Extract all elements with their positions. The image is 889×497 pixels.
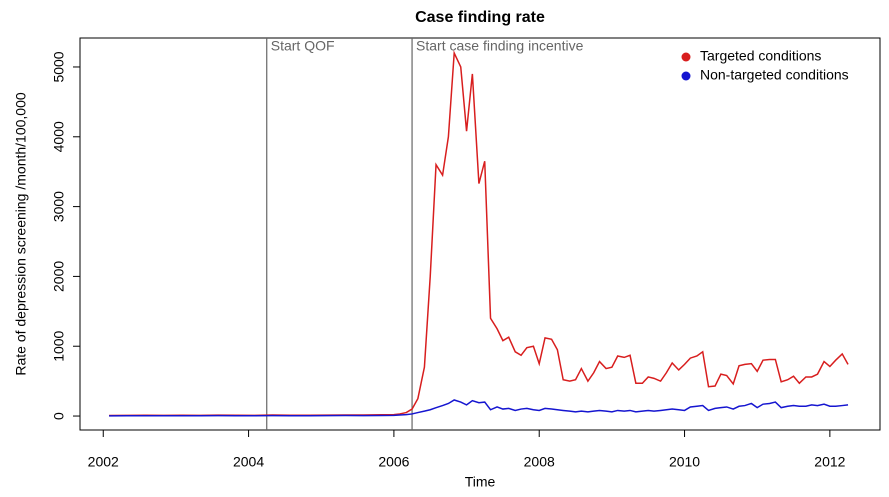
x-tick-label: 2012 <box>814 454 845 470</box>
y-tick-label: 0 <box>51 412 67 420</box>
x-axis-label: Time <box>465 474 496 490</box>
legend-marker <box>681 71 691 81</box>
x-tick-label: 2004 <box>233 454 264 470</box>
y-tick-label: 4000 <box>51 121 67 152</box>
y-axis-label: Rate of depression screening /month/100,… <box>13 92 29 376</box>
legend-label: Targeted conditions <box>700 48 821 64</box>
y-tick-label: 5000 <box>51 51 67 82</box>
chart-title: Case finding rate <box>415 9 545 26</box>
x-tick-label: 2008 <box>524 454 555 470</box>
x-tick-label: 2002 <box>88 454 119 470</box>
series-line <box>109 50 849 417</box>
event-label: Start case finding incentive <box>416 38 584 54</box>
legend-marker <box>681 52 691 62</box>
x-tick-label: 2006 <box>378 454 409 470</box>
y-tick-label: 2000 <box>51 261 67 292</box>
y-tick-label: 3000 <box>51 191 67 222</box>
y-tick-label: 1000 <box>51 330 67 361</box>
plot-frame <box>79 37 881 431</box>
series-line <box>109 399 849 417</box>
event-label: Start QOF <box>271 38 335 54</box>
legend-label: Non-targeted conditions <box>700 67 849 83</box>
x-tick-label: 2010 <box>669 454 700 470</box>
